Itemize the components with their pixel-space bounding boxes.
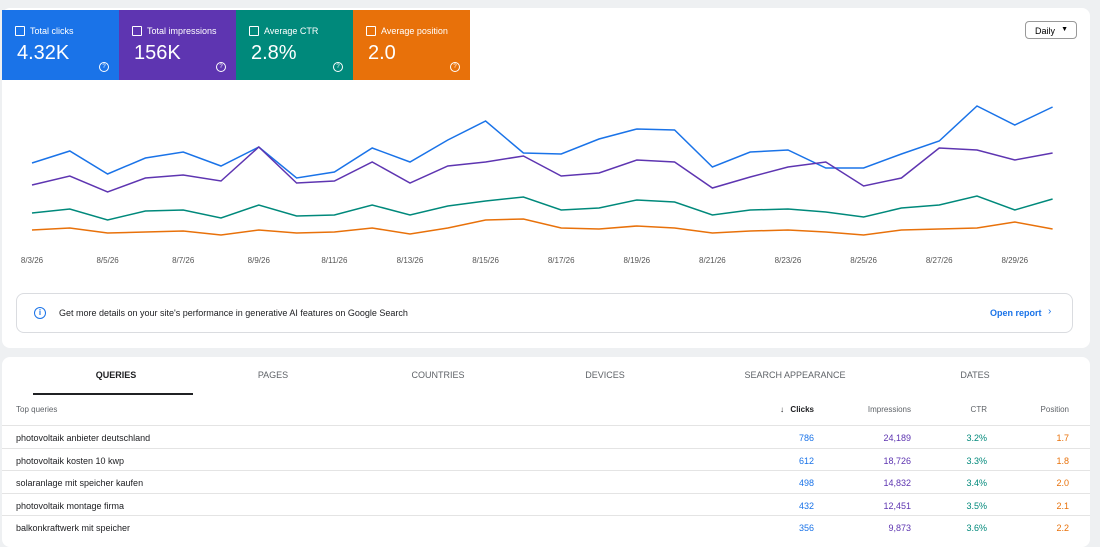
period-dropdown[interactable]: Daily ▼: [1025, 21, 1077, 39]
cell: 2.0: [1056, 478, 1069, 489]
column-header: Position: [1040, 405, 1069, 414]
cell: 1.8: [1056, 455, 1069, 466]
query: photovoltaik montage firma: [16, 500, 125, 511]
query: photovoltaik kosten 10 kwp: [16, 455, 125, 466]
x-tick-label: 8/7/26: [172, 256, 195, 265]
dropdown-arrow: ▼: [1061, 26, 1068, 33]
cell: 2.2: [1056, 523, 1069, 534]
cell: 432: [798, 500, 814, 511]
info-icon: i: [34, 307, 46, 319]
x-tick-label: 8/13/26: [397, 256, 424, 265]
series-line: [31, 145, 1053, 193]
checkbox: [366, 26, 376, 36]
tab[interactable]: SEARCH APPEARANCE: [744, 370, 846, 380]
x-tick-label: 8/11/26: [321, 256, 348, 265]
help-icon: ?: [216, 62, 226, 72]
banner-text: Get more details on your site's performa…: [59, 308, 408, 318]
sort-arrow: ↓: [780, 405, 784, 414]
x-tick-label: 8/9/26: [248, 256, 271, 265]
table-panel: [2, 357, 1090, 547]
cell: 786: [798, 433, 814, 443]
metric-value: 2.8%: [251, 42, 297, 64]
metric-label: Total clicks: [30, 26, 74, 36]
info-banner: i Get more details on your site's perfor…: [16, 293, 1073, 333]
tab-underline: [33, 393, 193, 395]
series-line: [31, 195, 1053, 221]
table-row[interactable]: balkonkraftwerk mit speicher 356 9,873 3.6%…: [2, 515, 1090, 538]
cell: 1.7: [1056, 433, 1069, 443]
metric-card[interactable]: Total impressions 156K?: [119, 10, 236, 80]
metric-label: Average position: [381, 26, 448, 36]
period-label: Daily: [1035, 26, 1056, 36]
tab[interactable]: QUERIES: [95, 370, 137, 380]
x-tick-label: 8/3/26: [21, 256, 44, 265]
cell: 498: [798, 478, 814, 489]
x-tick-label: 8/19/26: [623, 256, 650, 265]
help-icon: ?: [99, 62, 109, 72]
cell: 14,832: [883, 478, 911, 489]
checkbox: [249, 26, 259, 36]
chevron: ›: [1048, 306, 1052, 317]
query: photovoltaik anbieter deutschland: [16, 433, 151, 443]
metric-value: 4.32K: [17, 42, 70, 64]
chart: 8/3/26 8/5/26 8/7/26 8/9/26 8/11/26 8/13/26 8/…: [21, 105, 1053, 265]
x-tick-label: 8/17/26: [548, 256, 575, 265]
cell: 356: [798, 523, 814, 534]
column-header: CTR: [970, 405, 987, 414]
cell: 3.5%: [966, 500, 987, 511]
cell: 3.2%: [966, 433, 987, 443]
checkbox: [132, 26, 142, 36]
cell: 12,451: [883, 500, 911, 511]
table-row[interactable]: photovoltaik montage firma 432 12,451 3.5% 2…: [2, 492, 1090, 516]
help-icon: ?: [333, 62, 343, 72]
cell: 612: [798, 455, 814, 466]
query: balkonkraftwerk mit speicher: [16, 523, 131, 534]
x-tick-label: 8/27/26: [926, 256, 953, 265]
tab[interactable]: DATES: [960, 370, 990, 380]
metric-card[interactable]: Average position 2.0?: [353, 10, 470, 80]
x-tick-label: 8/21/26: [699, 256, 726, 265]
open-report-link[interactable]: Open report: [990, 308, 1042, 318]
tab[interactable]: DEVICES: [585, 370, 625, 380]
tab[interactable]: PAGES: [257, 370, 289, 380]
cell: 3.4%: [966, 478, 987, 489]
x-tick-label: 8/5/26: [96, 256, 119, 265]
x-tick-label: 8/29/26: [1001, 256, 1028, 265]
table-row[interactable]: photovoltaik kosten 10 kwp 612 18,726 3.3% 1…: [2, 447, 1090, 471]
table-row[interactable]: solaranlage mit speicher kaufen 498 14,832…: [2, 470, 1090, 493]
cell: 9,873: [888, 523, 911, 534]
query: solaranlage mit speicher kaufen: [16, 478, 144, 489]
column-header: Top queries: [16, 405, 58, 414]
table-header: Top queries Clicks ↓ Impressions CTR Position: [2, 398, 1090, 420]
help-icon: ?: [450, 62, 460, 72]
table-row[interactable]: photovoltaik anbieter deutschland 786 24,1…: [2, 425, 1090, 448]
checkbox: [15, 26, 25, 36]
x-tick-label: 8/15/26: [472, 256, 499, 265]
metric-value: 156K: [134, 42, 181, 64]
cell: 3.3%: [966, 455, 987, 466]
metric-label: Average CTR: [264, 26, 319, 36]
metric-label: Total impressions: [147, 26, 217, 36]
column-header: Impressions: [867, 405, 911, 414]
cell: 18,726: [883, 455, 911, 466]
x-tick-label: 8/25/26: [850, 256, 877, 265]
column-header: Clicks: [790, 405, 814, 414]
tab[interactable]: COUNTRIES: [411, 370, 465, 380]
metric-card[interactable]: Average CTR 2.8%?: [236, 10, 353, 80]
series-line: [31, 218, 1053, 236]
cell: 3.6%: [966, 523, 987, 534]
x-tick-label: 8/23/26: [775, 256, 802, 265]
cell: 24,189: [883, 433, 911, 443]
metric-card[interactable]: Total clicks 4.32K?: [2, 10, 119, 80]
series-line: [31, 105, 1053, 179]
metric-value: 2.0: [368, 42, 396, 64]
cell: 2.1: [1056, 500, 1069, 511]
